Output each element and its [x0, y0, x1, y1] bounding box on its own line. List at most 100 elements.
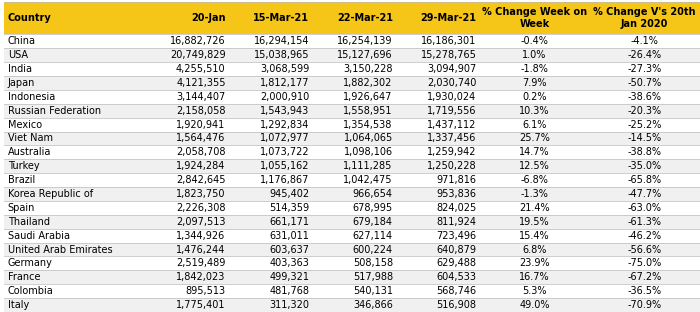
- Bar: [230, 76, 314, 90]
- Bar: [481, 2, 589, 34]
- Bar: [397, 132, 481, 145]
- Text: 15-Mar-21: 15-Mar-21: [253, 13, 309, 23]
- Bar: [481, 62, 589, 76]
- Bar: [589, 2, 700, 34]
- Text: 1,920,941: 1,920,941: [176, 119, 225, 129]
- Text: 2,842,645: 2,842,645: [176, 175, 225, 185]
- Text: 811,924: 811,924: [436, 217, 477, 227]
- Text: % Change V's 20th
Jan 2020: % Change V's 20th Jan 2020: [593, 7, 696, 29]
- Bar: [139, 243, 230, 256]
- Text: -36.5%: -36.5%: [627, 286, 662, 296]
- Text: 20,749,829: 20,749,829: [170, 50, 225, 60]
- Text: 1,823,750: 1,823,750: [176, 189, 225, 199]
- Bar: [397, 2, 481, 34]
- Text: 661,171: 661,171: [270, 217, 309, 227]
- Bar: [397, 256, 481, 270]
- Bar: [230, 201, 314, 215]
- Bar: [397, 118, 481, 132]
- Bar: [314, 132, 397, 145]
- Bar: [139, 201, 230, 215]
- Text: 6.8%: 6.8%: [522, 245, 547, 255]
- Bar: [314, 62, 397, 76]
- Text: 2,097,513: 2,097,513: [176, 217, 225, 227]
- Text: -46.2%: -46.2%: [627, 231, 662, 241]
- Text: -20.3%: -20.3%: [627, 106, 662, 116]
- Text: -6.8%: -6.8%: [521, 175, 549, 185]
- Bar: [481, 173, 589, 187]
- Bar: [230, 159, 314, 173]
- Text: 568,746: 568,746: [436, 286, 477, 296]
- Bar: [4, 76, 139, 90]
- Text: 15,278,765: 15,278,765: [421, 50, 477, 60]
- Bar: [4, 104, 139, 118]
- Text: 403,363: 403,363: [270, 258, 309, 268]
- Text: -67.2%: -67.2%: [627, 272, 662, 282]
- Text: 540,131: 540,131: [353, 286, 393, 296]
- Text: 16.7%: 16.7%: [519, 272, 550, 282]
- Bar: [589, 145, 700, 159]
- Text: 1,564,476: 1,564,476: [176, 134, 225, 144]
- Bar: [481, 256, 589, 270]
- Bar: [397, 76, 481, 90]
- Bar: [481, 187, 589, 201]
- Text: 824,025: 824,025: [436, 203, 477, 213]
- Text: Colombia: Colombia: [8, 286, 53, 296]
- Bar: [589, 34, 700, 48]
- Text: 966,654: 966,654: [353, 189, 393, 199]
- Text: 19.5%: 19.5%: [519, 217, 550, 227]
- Bar: [230, 298, 314, 312]
- Bar: [139, 62, 230, 76]
- Bar: [589, 243, 700, 256]
- Bar: [230, 2, 314, 34]
- Bar: [314, 159, 397, 173]
- Text: India: India: [8, 64, 32, 74]
- Text: 16,882,726: 16,882,726: [170, 36, 225, 46]
- Bar: [589, 270, 700, 284]
- Bar: [139, 270, 230, 284]
- Text: Australia: Australia: [8, 147, 51, 157]
- Bar: [4, 62, 139, 76]
- Bar: [589, 62, 700, 76]
- Bar: [589, 187, 700, 201]
- Bar: [139, 48, 230, 62]
- Text: 1,476,244: 1,476,244: [176, 245, 225, 255]
- Bar: [481, 270, 589, 284]
- Bar: [481, 34, 589, 48]
- Text: 1,064,065: 1,064,065: [344, 134, 393, 144]
- Bar: [481, 48, 589, 62]
- Bar: [589, 76, 700, 90]
- Text: % Change Week on
Week: % Change Week on Week: [482, 7, 587, 29]
- Bar: [481, 201, 589, 215]
- Bar: [481, 298, 589, 312]
- Bar: [4, 256, 139, 270]
- Text: United Arab Emirates: United Arab Emirates: [8, 245, 112, 255]
- Text: 1,259,942: 1,259,942: [427, 147, 477, 157]
- Bar: [230, 215, 314, 229]
- Text: -47.7%: -47.7%: [627, 189, 662, 199]
- Text: 4,121,355: 4,121,355: [176, 78, 225, 88]
- Text: Saudi Arabia: Saudi Arabia: [8, 231, 70, 241]
- Bar: [481, 229, 589, 243]
- Bar: [230, 173, 314, 187]
- Text: 517,988: 517,988: [353, 272, 393, 282]
- Bar: [230, 256, 314, 270]
- Bar: [397, 270, 481, 284]
- Bar: [589, 173, 700, 187]
- Bar: [230, 34, 314, 48]
- Text: -4.1%: -4.1%: [630, 36, 658, 46]
- Bar: [4, 173, 139, 187]
- Bar: [481, 159, 589, 173]
- Text: 23.9%: 23.9%: [519, 258, 550, 268]
- Text: 3,068,599: 3,068,599: [260, 64, 309, 74]
- Bar: [314, 215, 397, 229]
- Bar: [139, 159, 230, 173]
- Text: USA: USA: [8, 50, 28, 60]
- Text: 629,488: 629,488: [436, 258, 477, 268]
- Bar: [4, 215, 139, 229]
- Bar: [230, 104, 314, 118]
- Text: 1,072,977: 1,072,977: [260, 134, 309, 144]
- Text: 49.0%: 49.0%: [519, 300, 550, 310]
- Text: 1,344,926: 1,344,926: [176, 231, 225, 241]
- Bar: [397, 34, 481, 48]
- Bar: [481, 145, 589, 159]
